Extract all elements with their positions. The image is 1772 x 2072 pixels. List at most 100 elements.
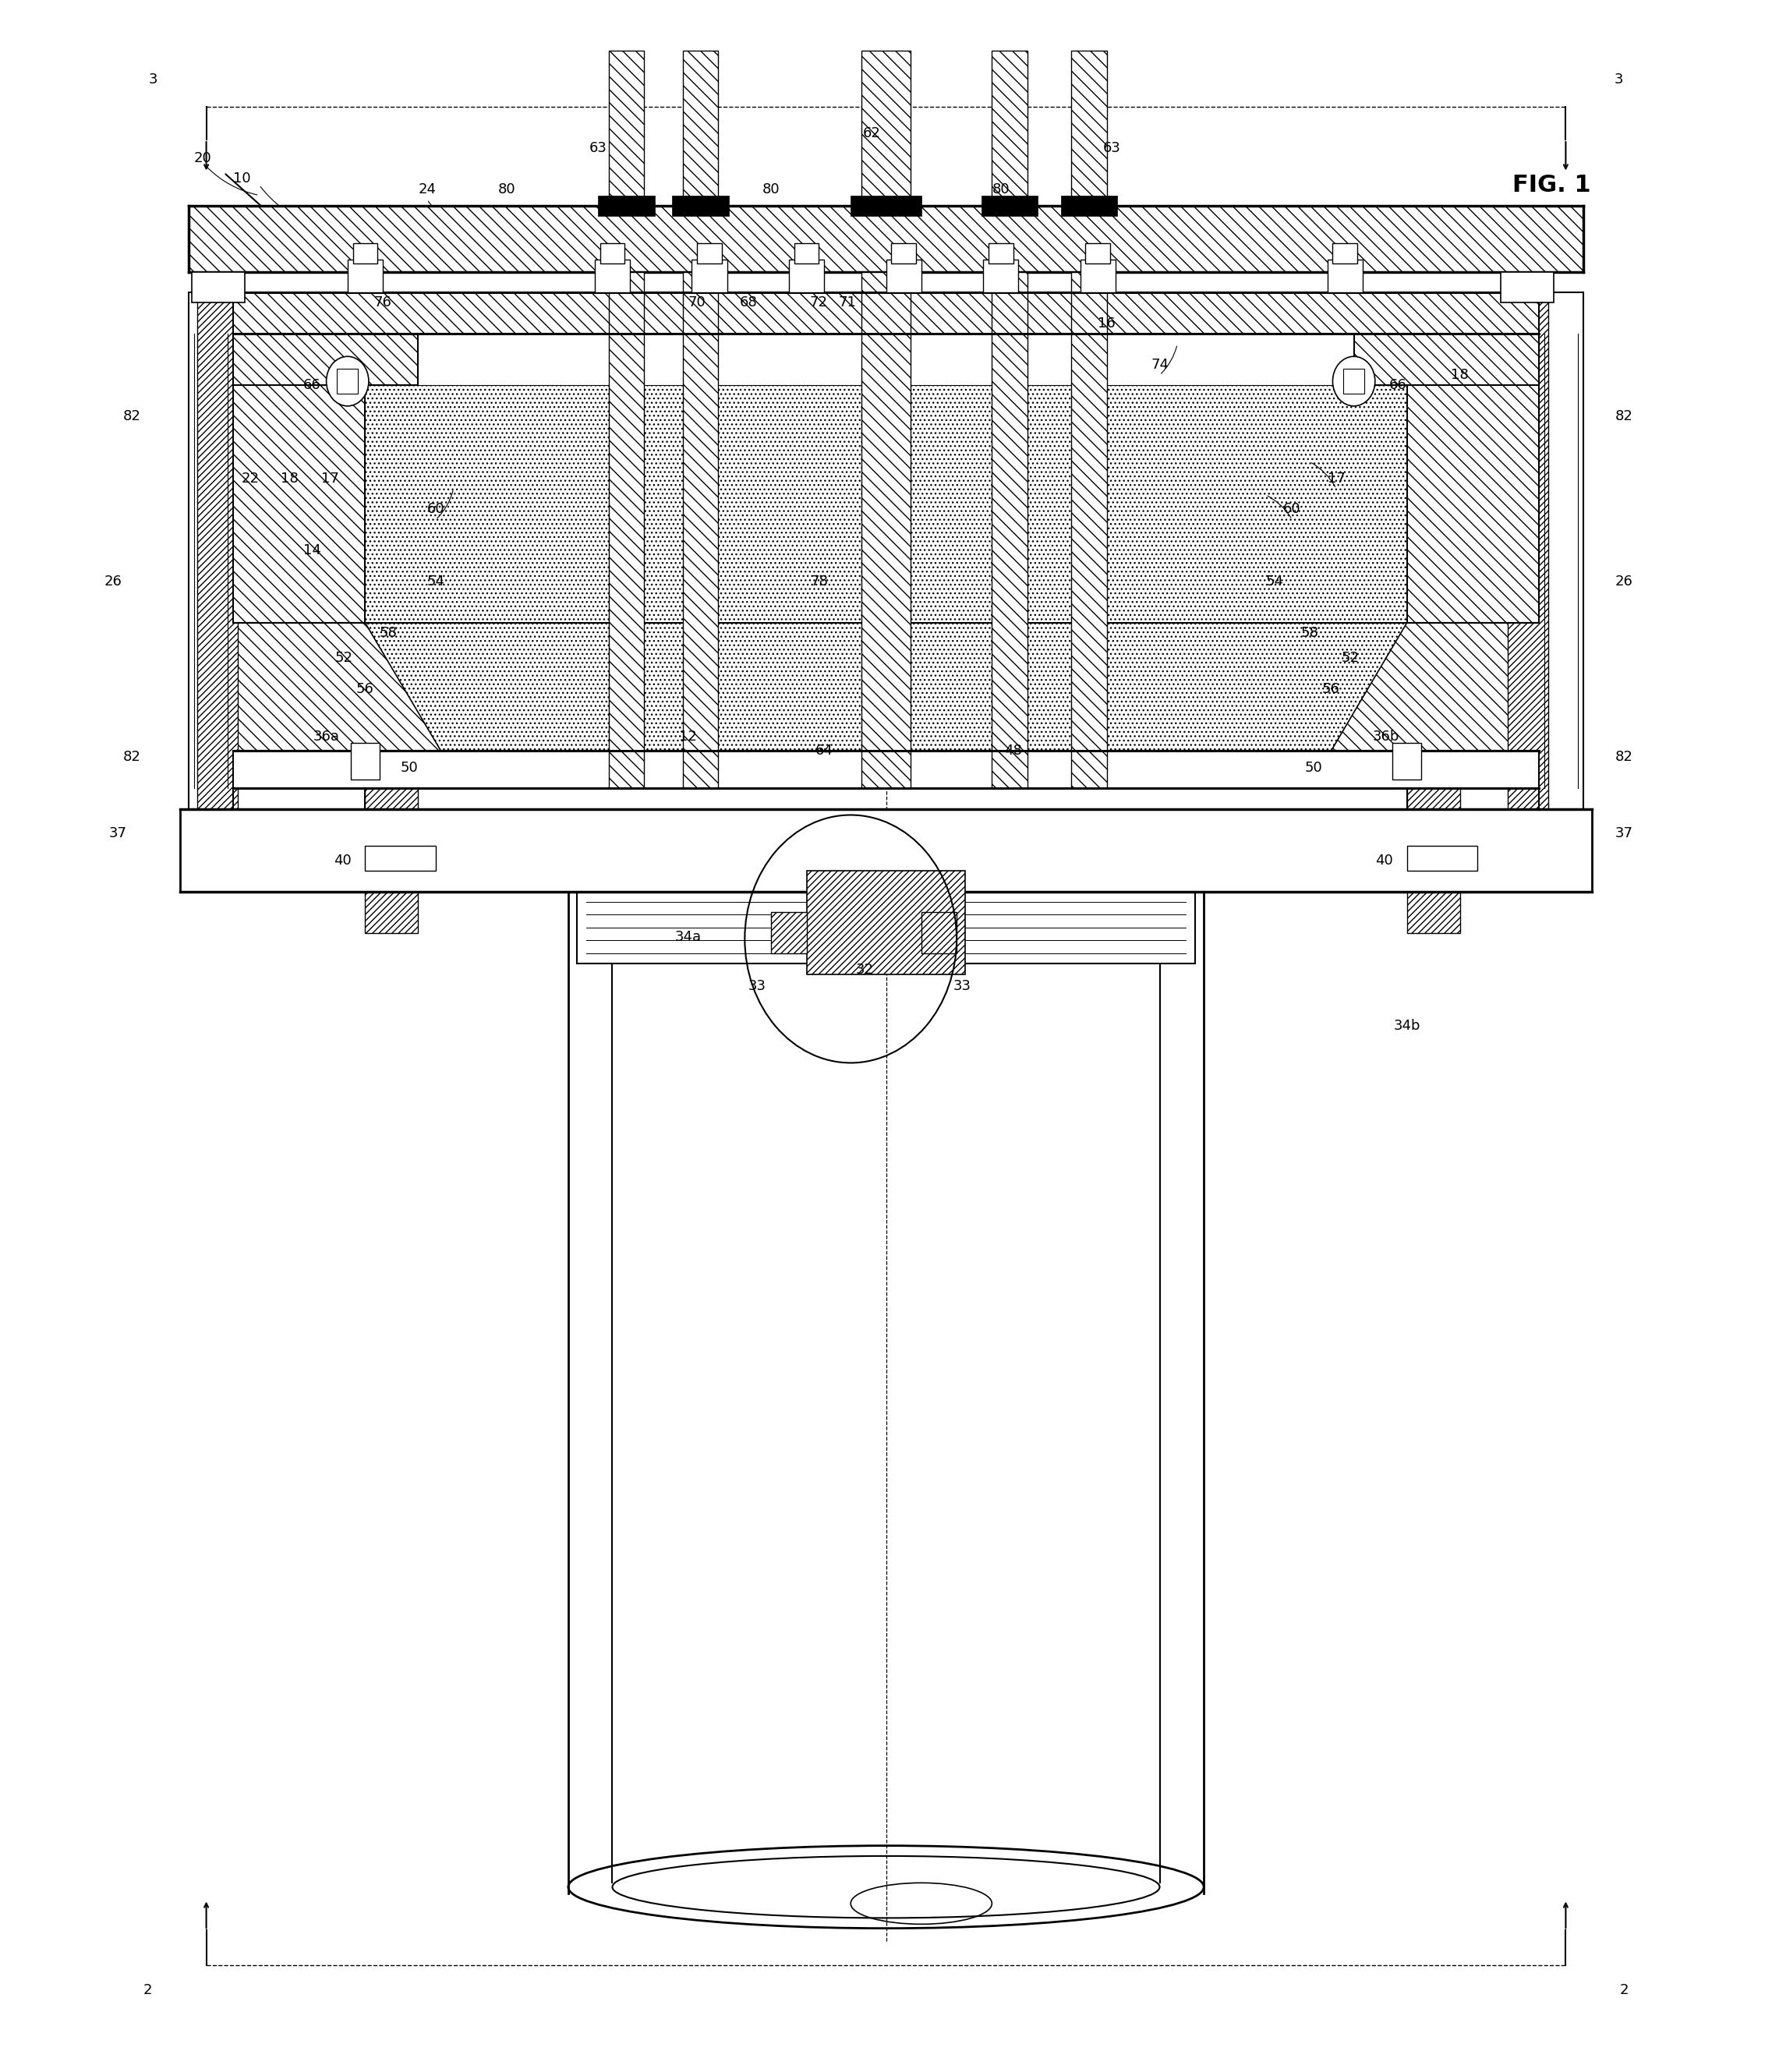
Bar bbox=[197, 209, 237, 808]
Bar bbox=[232, 334, 365, 624]
Text: 36a: 36a bbox=[314, 729, 340, 744]
Bar bbox=[599, 195, 654, 215]
Bar bbox=[610, 271, 645, 787]
Text: 68: 68 bbox=[739, 296, 757, 309]
Text: 32: 32 bbox=[856, 963, 874, 976]
Bar bbox=[365, 787, 418, 932]
Text: 17: 17 bbox=[1327, 470, 1345, 485]
Bar bbox=[191, 271, 245, 303]
Bar bbox=[696, 242, 721, 263]
Text: 34b: 34b bbox=[1393, 1019, 1421, 1032]
Bar bbox=[347, 259, 383, 292]
Text: 48: 48 bbox=[1005, 744, 1022, 758]
Bar bbox=[992, 50, 1028, 205]
Text: 80: 80 bbox=[762, 182, 780, 197]
Text: 63: 63 bbox=[590, 141, 608, 155]
Bar bbox=[1407, 845, 1478, 870]
Text: 62: 62 bbox=[863, 126, 881, 141]
Bar bbox=[610, 50, 645, 205]
Bar bbox=[188, 205, 1584, 271]
Bar bbox=[232, 750, 1540, 787]
Bar bbox=[861, 271, 911, 787]
Bar bbox=[595, 259, 631, 292]
Text: 10: 10 bbox=[232, 172, 250, 186]
Bar bbox=[682, 271, 718, 787]
Bar bbox=[989, 242, 1014, 263]
Text: 82: 82 bbox=[124, 410, 142, 423]
Text: 16: 16 bbox=[1099, 317, 1116, 329]
Bar bbox=[992, 271, 1028, 787]
Bar bbox=[351, 742, 379, 779]
Bar bbox=[851, 195, 921, 215]
Text: 70: 70 bbox=[688, 296, 705, 309]
Text: 52: 52 bbox=[335, 651, 353, 665]
Text: 33: 33 bbox=[953, 980, 971, 992]
Bar bbox=[232, 292, 1540, 334]
Bar bbox=[337, 369, 358, 394]
Text: 56: 56 bbox=[1322, 682, 1340, 696]
Bar bbox=[682, 50, 718, 205]
Bar bbox=[1508, 209, 1549, 808]
Bar bbox=[1327, 259, 1363, 292]
Bar bbox=[861, 50, 911, 205]
Text: 18: 18 bbox=[1451, 369, 1469, 381]
Text: 63: 63 bbox=[1102, 141, 1122, 155]
Bar bbox=[1407, 787, 1460, 932]
Bar bbox=[789, 259, 824, 292]
Circle shape bbox=[326, 356, 369, 406]
Bar bbox=[794, 242, 819, 263]
Text: 80: 80 bbox=[498, 182, 516, 197]
Text: 22: 22 bbox=[241, 470, 259, 485]
Text: 40: 40 bbox=[1375, 854, 1393, 868]
Bar bbox=[1540, 292, 1584, 808]
Bar bbox=[645, 385, 868, 787]
Text: 66: 66 bbox=[1389, 379, 1407, 392]
Bar bbox=[691, 259, 727, 292]
Text: 82: 82 bbox=[1614, 750, 1632, 765]
Circle shape bbox=[1333, 356, 1375, 406]
Text: 78: 78 bbox=[810, 574, 828, 588]
Text: 56: 56 bbox=[356, 682, 374, 696]
Polygon shape bbox=[1327, 624, 1540, 756]
Text: 12: 12 bbox=[679, 729, 696, 744]
Bar bbox=[601, 242, 626, 263]
Text: 74: 74 bbox=[1150, 358, 1168, 371]
Text: 34a: 34a bbox=[675, 930, 702, 945]
Text: 58: 58 bbox=[379, 626, 397, 640]
Bar bbox=[1501, 271, 1554, 303]
Text: 2: 2 bbox=[144, 1983, 152, 1997]
Bar bbox=[806, 870, 966, 974]
Text: 64: 64 bbox=[815, 744, 833, 758]
Bar bbox=[1343, 369, 1364, 394]
Bar bbox=[353, 242, 377, 263]
Text: 60: 60 bbox=[1283, 501, 1301, 516]
Text: 50: 50 bbox=[400, 760, 418, 775]
Bar bbox=[578, 891, 1194, 963]
Text: 33: 33 bbox=[748, 980, 766, 992]
Text: 71: 71 bbox=[838, 296, 856, 309]
Text: 3: 3 bbox=[149, 73, 158, 87]
Text: 24: 24 bbox=[418, 182, 436, 197]
Text: 20: 20 bbox=[193, 151, 211, 166]
Bar bbox=[232, 334, 418, 385]
Bar bbox=[1393, 742, 1421, 779]
Text: 54: 54 bbox=[427, 574, 445, 588]
Bar bbox=[179, 808, 1593, 891]
Bar bbox=[1086, 242, 1111, 263]
Bar bbox=[365, 845, 436, 870]
Bar bbox=[1081, 259, 1116, 292]
Text: 17: 17 bbox=[321, 470, 338, 485]
Bar bbox=[672, 195, 728, 215]
Bar bbox=[1061, 195, 1118, 215]
Text: 26: 26 bbox=[1614, 574, 1632, 588]
Bar bbox=[983, 259, 1019, 292]
Bar bbox=[982, 195, 1038, 215]
Bar bbox=[1072, 50, 1108, 205]
Text: 80: 80 bbox=[992, 182, 1010, 197]
Text: 18: 18 bbox=[280, 470, 298, 485]
Text: 82: 82 bbox=[1614, 410, 1632, 423]
Text: 58: 58 bbox=[1301, 626, 1318, 640]
Bar bbox=[886, 259, 921, 292]
Bar bbox=[1072, 271, 1108, 787]
Text: 76: 76 bbox=[374, 296, 392, 309]
